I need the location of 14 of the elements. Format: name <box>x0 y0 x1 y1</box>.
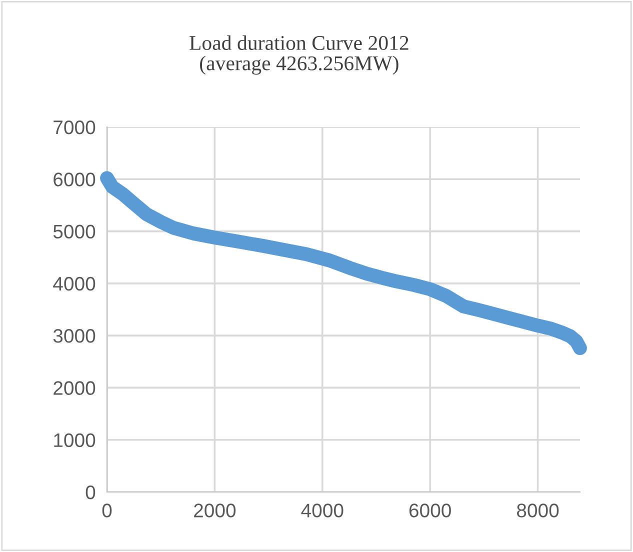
chart-title: Load duration Curve 2012 (average 4263.256MW) <box>190 35 408 75</box>
x-tick-label: 2000 <box>194 504 236 518</box>
y-tick-label: 5000 <box>53 224 96 239</box>
y-tick-label: 7000 <box>54 120 96 134</box>
y-tick-label: 4000 <box>53 276 96 291</box>
x-tick-label: 4000 <box>301 504 344 518</box>
y-tick-label: 0 <box>86 485 96 500</box>
x-tick-label: 0 <box>102 504 112 518</box>
x-tick-label: 6000 <box>409 504 451 518</box>
y-tick-label: 2000 <box>54 381 96 395</box>
y-tick-label: 6000 <box>54 172 96 186</box>
y-tick-label: 1000 <box>54 433 96 448</box>
x-tick-label: 8000 <box>517 504 559 518</box>
y-tick-label: 3000 <box>53 329 96 343</box>
